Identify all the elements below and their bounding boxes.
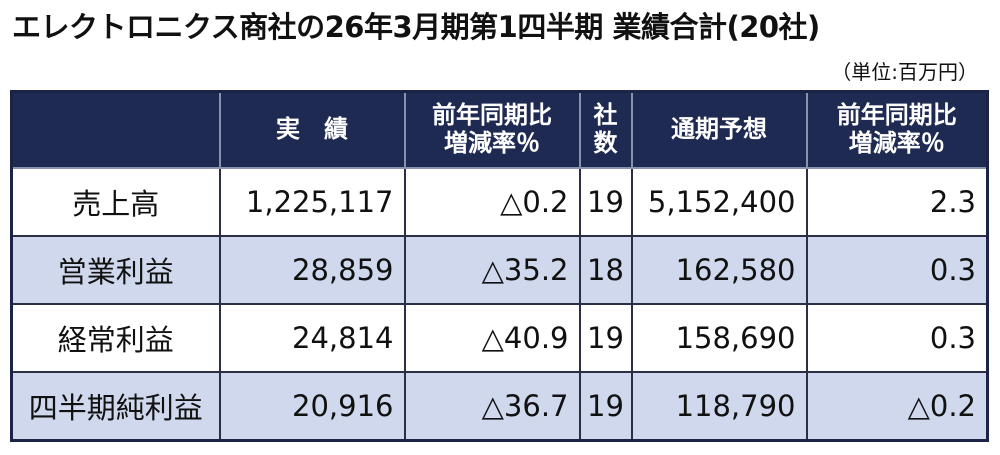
row-label: 経常利益	[10, 303, 221, 373]
cell: △40.9	[403, 303, 581, 373]
row-label: 売上高	[10, 167, 221, 237]
header-line: 数	[593, 129, 618, 157]
cell: 0.3	[805, 235, 989, 305]
header-cell: 通期予想	[630, 90, 808, 169]
cell: 5,152,400	[630, 167, 808, 237]
cell: △36.7	[403, 371, 581, 442]
cell: 1,225,117	[218, 167, 406, 237]
table-row: 売上高 1,225,117 △0.2 19 5,152,400 2.3	[10, 167, 989, 237]
cell: 162,580	[630, 235, 808, 305]
header-line: 前年同期比	[432, 101, 552, 130]
cell: 18	[578, 235, 633, 305]
header-cell: 前年同期比 増減率％	[403, 90, 581, 169]
title: エレクトロニクス商社の26年3月期第1四半期 業績合計(20社)	[12, 10, 820, 44]
cell: 19	[578, 303, 633, 373]
table-body: 売上高 1,225,117 △0.2 19 5,152,400 2.3 営業利益 28,859…	[10, 167, 989, 442]
header-cell	[10, 90, 221, 169]
cell: 28,859	[218, 235, 406, 305]
cell: 118,790	[630, 371, 808, 442]
cell: 19	[578, 371, 633, 442]
header-line: 社	[593, 101, 618, 130]
row-label: 営業利益	[10, 235, 221, 305]
cell: 24,814	[218, 303, 406, 373]
header-row: 実 績前年同期比 増減率％社数通期予想 前年同期比 増減率％	[10, 90, 989, 169]
header-line: 前年同期比	[836, 101, 957, 130]
row-label: 四半期純利益	[10, 371, 221, 442]
header-cell: 実 績	[218, 90, 406, 169]
cell: 19	[578, 167, 633, 237]
table-row: 経常利益 24,814 △40.9 19 158,690 0.3	[10, 303, 989, 373]
cell: △0.2	[805, 371, 989, 442]
table-row: 営業利益 28,859 △35.2 18 162,580 0.3	[10, 235, 989, 305]
results-table: 実 績前年同期比 増減率％社数通期予想 前年同期比 増減率％ 売上高 1,225,117…	[10, 90, 989, 442]
table-row: 四半期純利益 20,916 △36.7 19 118,790 △0.2	[10, 371, 989, 442]
unit-note: （単位:百万円）	[831, 60, 978, 84]
cell: 158,690	[630, 303, 808, 373]
header-cell: 社数	[578, 90, 633, 169]
header-cell: 前年同期比 増減率％	[805, 90, 989, 169]
header-line: 増減率％	[848, 129, 945, 157]
header-line: 増減率％	[444, 129, 540, 157]
cell: 2.3	[805, 167, 989, 237]
cell: 20,916	[218, 371, 406, 442]
cell: △35.2	[403, 235, 581, 305]
cell: △0.2	[403, 167, 581, 237]
cell: 0.3	[805, 303, 989, 373]
